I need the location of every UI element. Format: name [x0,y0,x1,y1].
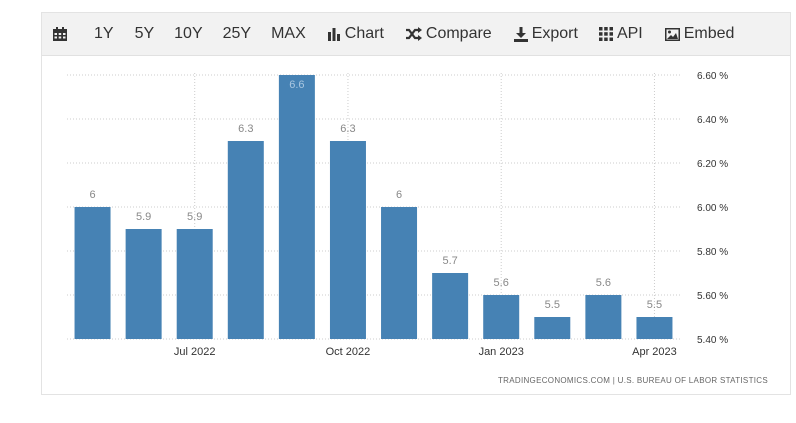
bar [483,295,520,339]
y-tick-label: 6.00 % [697,203,728,214]
data-label: 6.6 [289,79,304,91]
compare-button[interactable]: Compare [405,25,492,43]
bar [381,207,418,339]
compare-label: Compare [425,25,492,42]
bar [534,317,571,339]
api-label: API [616,25,643,42]
bar [585,295,622,339]
bar [74,207,111,339]
chart-label: Chart [344,25,384,42]
data-label: 5.5 [647,299,662,311]
bar-chart-icon [327,27,341,41]
calendar-button[interactable] [53,27,71,41]
y-tick-label: 5.60 % [697,291,728,302]
data-label: 6.3 [238,123,253,135]
bar [278,75,315,339]
range-25y-button[interactable]: 25Y [222,25,252,42]
embed-label: Embed [683,25,735,42]
shuffle-icon [405,27,422,41]
data-label: 5.7 [442,255,457,267]
data-label: 6 [396,189,402,201]
data-label: 5.6 [494,277,509,289]
y-tick-label: 5.40 % [697,335,728,346]
data-label: 5.9 [187,211,202,223]
bar [329,141,366,339]
bar [432,273,469,339]
export-label: Export [531,25,578,42]
chart-type-button[interactable]: Chart [327,25,384,43]
calendar-icon [53,27,67,41]
x-tick-label: Jul 2022 [174,346,216,358]
x-tick-label: Oct 2022 [326,346,371,358]
bar [227,141,264,339]
x-tick-label: Jan 2023 [479,346,524,358]
bar [125,229,162,339]
range-10y-button[interactable]: 10Y [174,25,203,42]
data-label: 6.3 [340,123,355,135]
data-label: 5.6 [596,277,611,289]
embed-button[interactable]: Embed [664,25,735,43]
export-button[interactable]: Export [513,25,578,43]
y-tick-label: 6.40 % [697,115,728,126]
bar [636,317,673,339]
chart-frame: 1Y 5Y 10Y 25Y MAX Chart [41,12,791,395]
grid-icon [598,27,613,41]
bar [176,229,213,339]
source-footer: TRADINGECONOMICS.COM | U.S. BUREAU OF LA… [497,376,768,385]
image-icon [664,27,680,41]
chart-toolbar: 1Y 5Y 10Y 25Y MAX Chart [42,13,790,56]
data-label: 6 [89,189,95,201]
data-label: 5.5 [545,299,560,311]
download-icon [513,26,528,42]
x-tick-label: Apr 2023 [632,346,677,358]
range-1y-button[interactable]: 1Y [94,25,114,42]
range-5y-button[interactable]: 5Y [134,25,155,42]
bar-chart: 5.40 % 5.60 % 5.80 % 6.00 % 6.20 % 6.40 % 6.60… [67,71,728,358]
y-tick-label: 6.20 % [697,159,728,170]
range-max-button[interactable]: MAX [271,25,306,42]
y-tick-label: 6.60 % [697,71,728,82]
data-label: 5.9 [136,211,151,223]
api-button[interactable]: API [598,25,643,43]
y-tick-label: 5.80 % [697,247,728,258]
